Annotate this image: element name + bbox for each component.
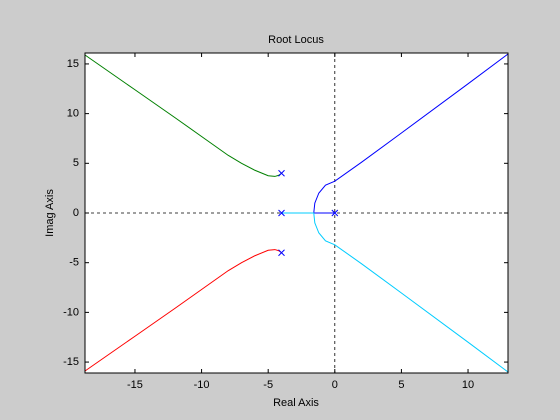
x-tick-label: -5 <box>263 379 273 391</box>
y-tick-label: -10 <box>63 306 79 318</box>
pole-marker <box>278 209 285 217</box>
pole-marker <box>278 169 285 177</box>
locus-branch <box>281 212 509 373</box>
x-tick-label: -15 <box>127 379 143 391</box>
x-axis-label: Real Axis <box>273 397 319 409</box>
x-tick-label: 10 <box>462 379 474 391</box>
x-tick-label: 0 <box>332 379 338 391</box>
y-tick-label: 15 <box>67 58 79 70</box>
axes-box <box>84 52 509 374</box>
locus-branch <box>84 249 282 372</box>
y-tick-label: 10 <box>67 108 79 120</box>
pole-marker <box>278 249 285 257</box>
pole-marker <box>331 209 339 217</box>
locus-branch <box>313 53 509 214</box>
locus-branch <box>84 54 282 177</box>
y-tick-label: -15 <box>63 356 79 368</box>
y-tick-label: 5 <box>73 157 79 169</box>
y-tick-label: -5 <box>69 257 79 269</box>
y-axis-label: Imag Axis <box>44 189 56 237</box>
chart-title: Root Locus <box>268 34 324 46</box>
y-tick-label: 0 <box>73 207 79 219</box>
x-tick-label: 5 <box>398 379 404 391</box>
x-tick-label: -10 <box>194 379 210 391</box>
